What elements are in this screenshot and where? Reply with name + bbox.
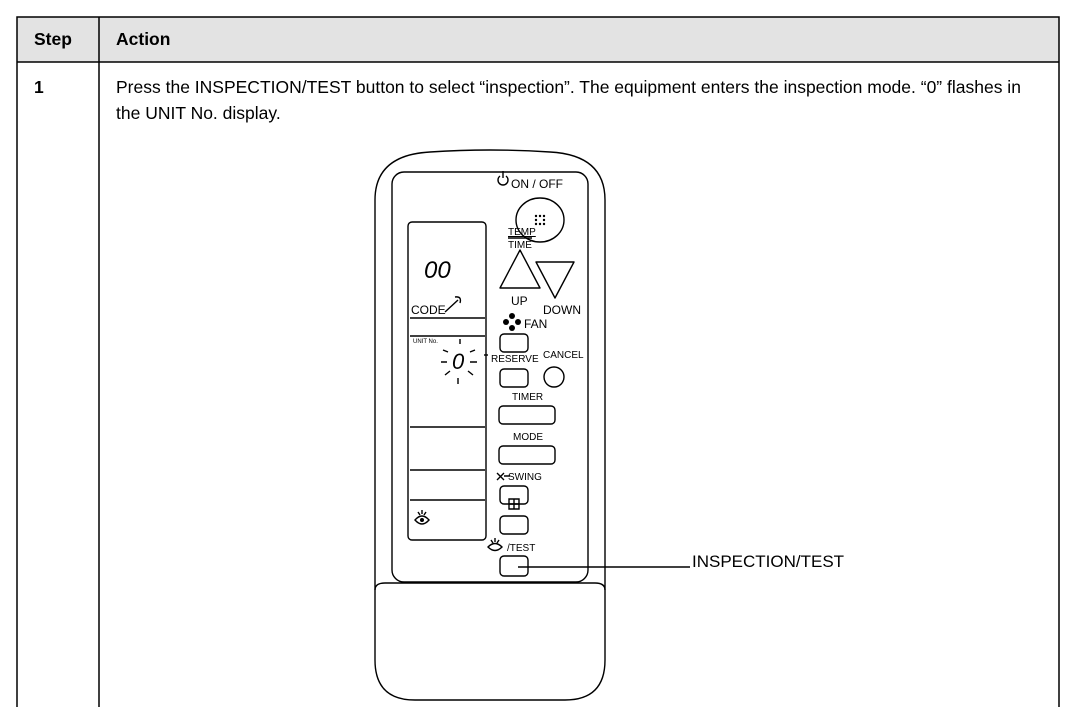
action-text: Press the INSPECTION/TEST button to sele…: [116, 77, 1021, 123]
on-off-label: ON / OFF: [511, 177, 563, 191]
cancel-button[interactable]: [543, 366, 565, 388]
header-action: Action: [116, 29, 171, 49]
fan-icon: [503, 313, 521, 331]
inspection-icon-pupil: [420, 518, 424, 522]
display-window: [407, 221, 487, 541]
remote-control: 00 CODE UNIT No. 0 ON / OFF TEMP TIME UP…: [374, 149, 844, 701]
down-button[interactable]: [535, 261, 575, 299]
up-button[interactable]: [499, 249, 541, 289]
reserve-label: RESERVE: [491, 354, 539, 365]
unit-no-value: 0: [452, 349, 465, 374]
remote-lid-line: [374, 582, 606, 591]
power-icon: [497, 171, 509, 186]
header-step: Step: [34, 29, 72, 49]
test-button[interactable]: [499, 555, 529, 577]
fan-button[interactable]: [499, 333, 529, 353]
display-lines: [410, 296, 485, 501]
test-eye-icon: [487, 538, 503, 552]
timer-label: TIMER: [512, 392, 543, 403]
fan-label: FAN: [524, 317, 547, 331]
reserve-button[interactable]: [499, 368, 529, 388]
callout-label: INSPECTION/TEST: [692, 552, 844, 571]
timer-button[interactable]: [498, 405, 556, 425]
temp-label: TEMP: [508, 227, 536, 238]
mode-button[interactable]: [498, 445, 556, 465]
code-label: CODE: [411, 303, 446, 317]
button-dots: [534, 214, 546, 226]
table-borders: [16, 16, 1060, 707]
flash-rays: [441, 339, 477, 384]
down-label: DOWN: [543, 303, 581, 317]
filter-button[interactable]: [499, 515, 529, 535]
remote-panel: [391, 171, 589, 583]
filter-icon: [508, 498, 520, 510]
header-background: [17, 17, 1059, 62]
display-digits: 00: [424, 257, 451, 284]
unit-no-label: UNIT No.: [413, 339, 438, 345]
remote-body: [374, 149, 606, 701]
step-number: 1: [34, 77, 44, 97]
inspection-icon: [414, 510, 430, 525]
cancel-label: CANCEL: [543, 350, 584, 361]
on-off-button[interactable]: [515, 197, 565, 243]
test-label: /TEST: [507, 543, 535, 554]
time-label: TIME: [508, 240, 532, 251]
up-label: UP: [511, 294, 528, 308]
swing-icon: [496, 472, 510, 481]
swing-label: SWING: [508, 472, 542, 483]
mode-label: MODE: [513, 432, 543, 443]
